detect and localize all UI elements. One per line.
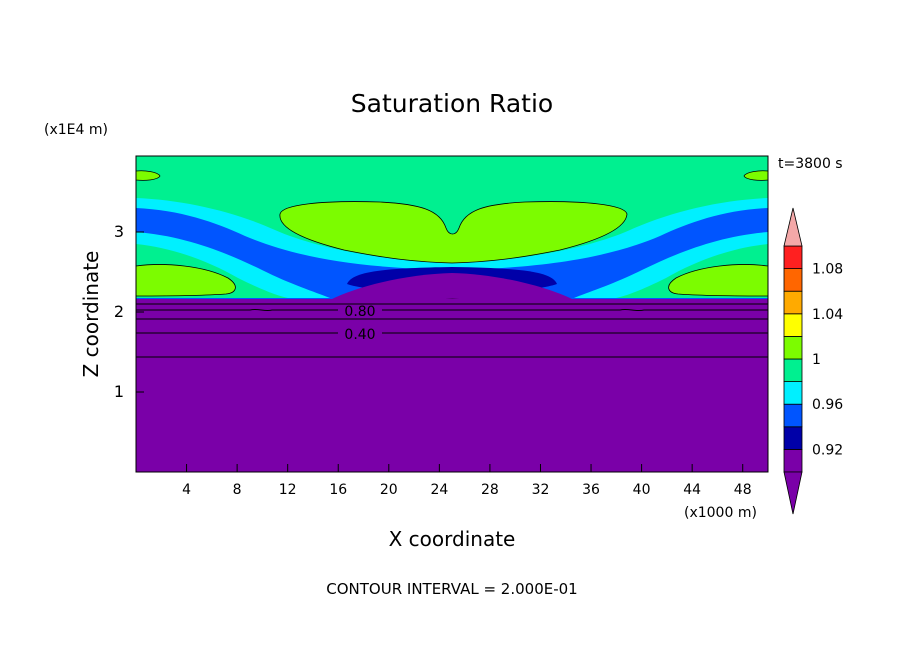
y-axis-label: Z coordinate bbox=[79, 251, 103, 378]
y-tick-label: 1 bbox=[114, 382, 124, 401]
colorbar-tick-label: 1.04 bbox=[812, 307, 843, 323]
x-tick-label: 36 bbox=[582, 482, 600, 498]
purple-dome bbox=[330, 273, 574, 300]
colorbar-under-arrow bbox=[783, 471, 803, 515]
x-tick-label: 20 bbox=[380, 482, 398, 498]
plot-area: 0.80 0.40 bbox=[135, 155, 769, 473]
x-axis-label: X coordinate bbox=[389, 527, 516, 551]
x-tick-label: 8 bbox=[233, 482, 242, 498]
y-tick-label: 2 bbox=[114, 302, 124, 321]
chart-title: Saturation Ratio bbox=[351, 89, 553, 118]
colorbar-tick-label: 1.08 bbox=[812, 262, 843, 278]
x-tick-label: 48 bbox=[734, 482, 752, 498]
x-tick-label: 32 bbox=[532, 482, 550, 498]
x-tick-label: 16 bbox=[329, 482, 347, 498]
x-tick-label: 24 bbox=[430, 482, 448, 498]
colorbar-swatch bbox=[783, 403, 803, 428]
y-tick-label: 3 bbox=[114, 222, 124, 241]
contour-label-0.40: 0.40 bbox=[344, 327, 375, 343]
y-unit-label: (x1E4 m) bbox=[44, 122, 108, 138]
plot-frame bbox=[135, 155, 769, 473]
time-label: t=3800 s bbox=[778, 156, 843, 172]
colorbar-swatch bbox=[783, 448, 803, 473]
saturated-layer-base bbox=[136, 299, 768, 303]
x-tick-label: 4 bbox=[182, 482, 191, 498]
x-tick-label: 40 bbox=[633, 482, 651, 498]
colorbar-tick-label: 0.96 bbox=[812, 397, 843, 413]
colorbar-swatch bbox=[783, 426, 803, 450]
colorbar-swatch bbox=[783, 290, 803, 315]
x-tick-label: 12 bbox=[279, 482, 297, 498]
colorbar-swatch bbox=[783, 245, 803, 270]
x-axis-ticks: 4 8 12 16 20 24 28 32 36 40 44 48 bbox=[182, 464, 752, 498]
right-green-lobe bbox=[668, 264, 769, 297]
y-axis-ticks: 1 2 3 bbox=[114, 222, 144, 401]
colorbar-tick-label: 1 bbox=[812, 352, 821, 368]
blue-band bbox=[136, 208, 768, 300]
colorbar-swatch bbox=[783, 268, 803, 292]
top-right-green-blob bbox=[743, 170, 769, 181]
colorbar: 1.08 1.04 1 0.96 0.92 bbox=[783, 207, 843, 515]
colorbar-tick-label: 0.92 bbox=[812, 442, 843, 458]
contour-interval-note: CONTOUR INTERVAL = 2.000E-01 bbox=[326, 580, 577, 598]
contour-0.80-line bbox=[136, 308, 768, 312]
x-tick-label: 44 bbox=[683, 482, 701, 498]
x-tick-label: 28 bbox=[481, 482, 499, 498]
colorbar-swatch bbox=[783, 335, 803, 360]
x-unit-label: (x1000 m) bbox=[684, 505, 757, 521]
colorbar-swatch bbox=[783, 381, 803, 405]
colorbar-over-arrow bbox=[783, 207, 803, 247]
colorbar-swatch bbox=[783, 313, 803, 337]
central-green-lobe bbox=[279, 201, 628, 264]
top-left-green-blob bbox=[135, 170, 161, 181]
contour-label-0.80: 0.80 bbox=[344, 304, 375, 320]
left-green-lobe bbox=[135, 264, 236, 297]
colorbar-swatch bbox=[783, 358, 803, 383]
